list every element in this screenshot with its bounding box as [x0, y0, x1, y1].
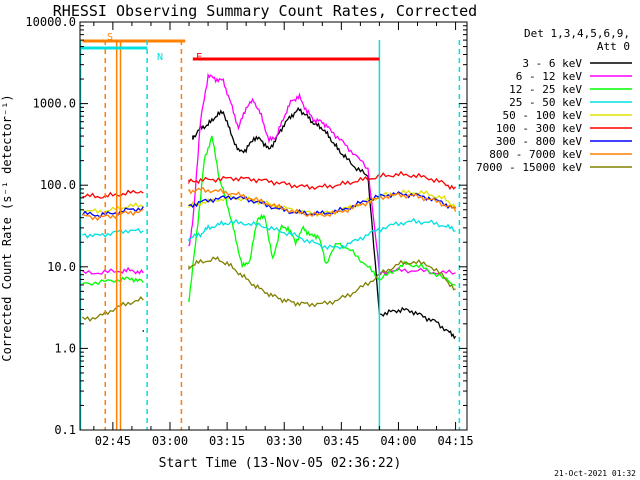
legend-label-12-25-kev: 12 - 25 keV	[509, 83, 582, 96]
y-tick-label: 0.1	[54, 423, 76, 437]
legend-label-100-300-kev: 100 - 300 keV	[496, 122, 582, 135]
series-line-7000-15000-kev	[81, 256, 456, 322]
series-line-25-50-kev	[82, 217, 456, 250]
x-tick-label: 03:00	[152, 434, 188, 448]
chart-title: RHESSI Observing Summary Count Rates, Co…	[53, 2, 477, 20]
y-tick-label: 10000.0	[25, 15, 76, 29]
y-axis-label: Corrected Count Rate (s⁻¹ detector⁻¹)	[0, 94, 14, 361]
x-tick-label: 03:45	[323, 434, 359, 448]
legend-label-800-7000-kev: 800 - 7000 keV	[489, 148, 582, 161]
x-tick-label: 03:15	[209, 434, 245, 448]
legend-header-line-1: Det 1,3,4,5,6,9,	[524, 27, 630, 40]
y-tick-label: 10.0	[47, 260, 76, 274]
series-line-3-6-kev	[142, 106, 457, 340]
flare-marker-label: F	[196, 52, 202, 63]
legend-label-6-12-kev: 6 - 12 keV	[516, 70, 583, 83]
y-tick-label: 1000.0	[33, 97, 76, 111]
plot-area: S N F	[79, 32, 461, 430]
x-tick-label: 04:00	[380, 434, 416, 448]
x-tick-label: 04:15	[438, 434, 474, 448]
y-tick-label: 1.0	[54, 341, 76, 355]
series-line-100-300-kev	[82, 170, 457, 199]
x-tick-label: 02:45	[95, 434, 131, 448]
legend-header-line-2: Att 0	[597, 40, 630, 53]
x-tick-label: 03:30	[266, 434, 302, 448]
legend-label-300-800-kev: 300 - 800 keV	[496, 135, 582, 148]
legend-label-50-100-kev: 50 - 100 keV	[503, 109, 583, 122]
legend-label-3-6-kev: 3 - 6 keV	[522, 57, 582, 70]
plot-frame	[79, 21, 468, 431]
x-axis-label: Start Time (13-Nov-05 02:36:22)	[159, 456, 402, 471]
saa-marker-label: S	[107, 32, 113, 43]
footer-date: 21-Oct-2021 01:32	[554, 469, 636, 478]
series-line-12-25-kev	[82, 135, 456, 303]
legend-label-25-50-kev: 25 - 50 keV	[509, 96, 582, 109]
axes-frame: 0.1 1.0 10.0 100.0 1000.0 10000.0 02:45 03:00 03…	[25, 15, 473, 448]
series-line-800-7000-kev	[82, 186, 457, 222]
y-tick-label: 100.0	[40, 178, 76, 192]
night-marker-label: N	[157, 52, 163, 63]
legend-label-7000-15000-kev: 7000 - 15000 keV	[476, 161, 582, 174]
